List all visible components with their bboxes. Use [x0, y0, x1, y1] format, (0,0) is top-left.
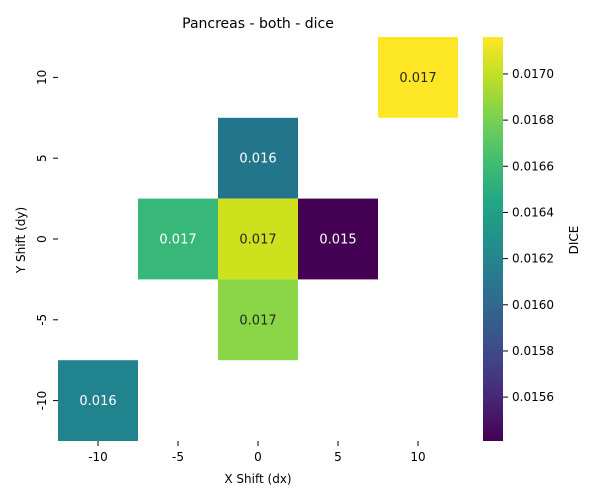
x-axis-label: X Shift (dx) [224, 472, 291, 486]
cell-value-label: 0.016 [239, 152, 276, 167]
y-tick-label: -10 [35, 391, 49, 411]
colorbar-tick-label: 0.0160 [512, 298, 554, 312]
cell-value-label: 0.017 [159, 233, 196, 248]
x-tick-label: 0 [254, 450, 262, 464]
colorbar-ticks: 0.0156 0.0158 0.0160 0.0162 0.0164 0.0166 0.01… [503, 67, 554, 404]
y-tick-label: 5 [35, 154, 49, 162]
x-tick-label: -5 [172, 450, 184, 464]
colorbar-tick-label: 0.0168 [512, 113, 554, 127]
chart-title: Pancreas - both - dice [182, 16, 334, 32]
x-tick-label: 10 [410, 450, 425, 464]
heatmap-cell [218, 279, 298, 361]
colorbar-label: DICE [567, 226, 581, 255]
heatmap-cell [138, 198, 218, 280]
cell-value-label: 0.016 [79, 394, 116, 409]
colorbar-tick-label: 0.0164 [512, 205, 554, 219]
heatmap-cells: 0.017 0.016 0.017 0.017 0.015 0.017 0.016 [58, 37, 458, 441]
y-tick-label: 0 [35, 235, 49, 243]
y-tick-label: 10 [35, 70, 49, 85]
colorbar-tick-label: 0.0162 [512, 252, 554, 266]
cell-value-label: 0.017 [239, 313, 276, 328]
colorbar-tick-label: 0.0158 [512, 344, 554, 358]
x-axis: -10 -5 0 5 10 [88, 441, 426, 464]
colorbar-tick-label: 0.0166 [512, 159, 554, 173]
y-tick-label: -5 [35, 314, 49, 326]
x-tick-label: 5 [334, 450, 342, 464]
x-tick-label: -10 [88, 450, 108, 464]
heatmap-cell [298, 198, 378, 280]
y-axis: 10 5 0 -5 -10 [35, 70, 58, 411]
cell-value-label: 0.015 [319, 233, 356, 248]
cell-value-label: 0.017 [239, 233, 276, 248]
heatmap-cell [58, 360, 138, 441]
heatmap-cell [218, 117, 298, 199]
heatmap-cell [218, 198, 298, 280]
cell-value-label: 0.017 [399, 71, 436, 86]
colorbar-tick-label: 0.0156 [512, 390, 554, 404]
colorbar [483, 37, 503, 441]
colorbar-tick-label: 0.0170 [512, 67, 554, 81]
heatmap-cell [378, 37, 458, 118]
y-axis-label: Y Shift (dy) [14, 207, 28, 274]
